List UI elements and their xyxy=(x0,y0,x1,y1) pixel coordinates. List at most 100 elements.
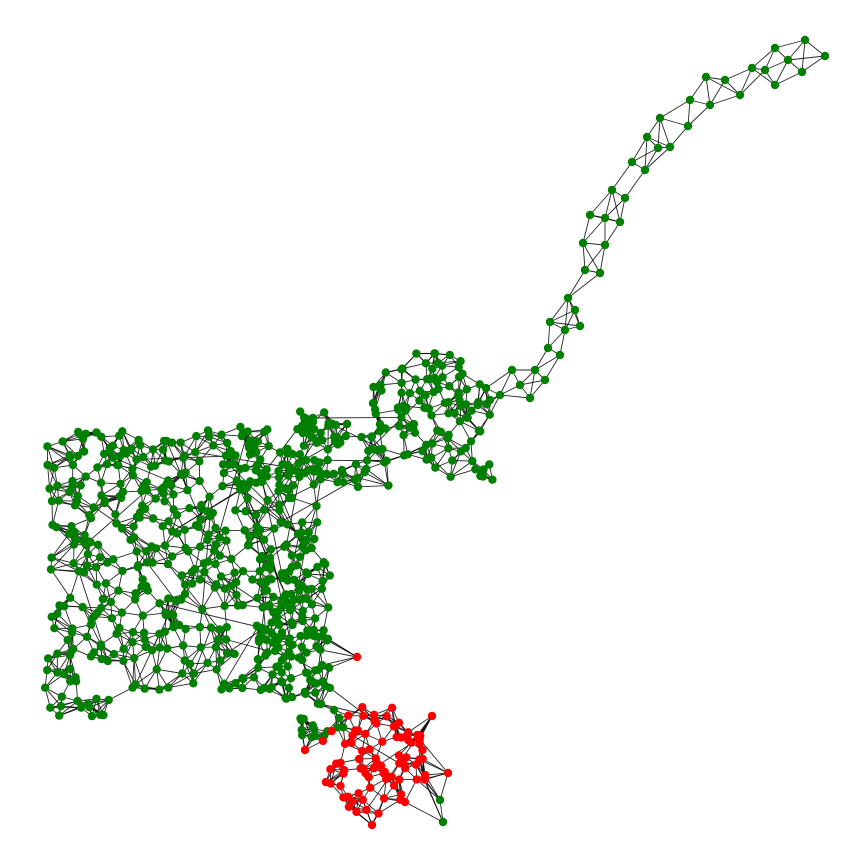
graph-node-green xyxy=(159,436,169,446)
graph-node-green xyxy=(335,713,344,723)
graph-node-green xyxy=(422,440,431,449)
graph-edge xyxy=(774,59,789,86)
graph-node-green xyxy=(642,132,652,142)
graph-node-green xyxy=(169,505,178,514)
graph-node-green xyxy=(191,448,200,457)
graph-node-green xyxy=(225,684,234,693)
graph-node-green xyxy=(770,80,780,90)
graph-node-green xyxy=(155,685,164,694)
graph-node-green xyxy=(151,544,161,553)
graph-node-green xyxy=(277,656,287,665)
graph-node-green xyxy=(118,566,127,576)
graph-node-green xyxy=(241,463,250,473)
graph-node-green xyxy=(256,455,265,464)
graph-node-green xyxy=(212,665,221,674)
graph-node-green xyxy=(222,623,231,632)
graph-node-green xyxy=(54,496,63,505)
graph-edge xyxy=(168,673,195,688)
graph-node-green xyxy=(319,626,328,635)
graph-edge xyxy=(687,104,711,127)
graph-node-green xyxy=(178,641,188,650)
graph-edge xyxy=(709,94,741,106)
graph-node-red xyxy=(336,781,345,791)
graph-node-green xyxy=(229,459,239,469)
graph-node-green xyxy=(92,580,102,589)
graph-edge xyxy=(159,673,183,690)
graph-node-green xyxy=(89,648,99,657)
graph-node-green xyxy=(112,629,121,638)
graph-node-green xyxy=(405,389,415,398)
graph-edge xyxy=(631,136,648,163)
graph-node-green xyxy=(298,518,307,527)
graph-node-green xyxy=(216,656,225,665)
graph-node-green xyxy=(570,305,580,315)
graph-node-green xyxy=(63,635,72,645)
graph-node-green xyxy=(40,683,50,692)
graph-node-green xyxy=(376,380,385,390)
graph-node-green xyxy=(135,513,144,522)
graph-edge xyxy=(485,369,513,389)
graph-node-green xyxy=(274,473,284,482)
graph-node-green xyxy=(81,429,91,438)
graph-node-green xyxy=(102,459,112,469)
graph-edge xyxy=(705,76,711,106)
graph-node-green xyxy=(454,388,463,397)
graph-edge xyxy=(611,189,621,223)
graph-node-green xyxy=(324,418,333,428)
graph-node-red xyxy=(374,809,383,818)
graph-node-green xyxy=(267,618,276,627)
graph-node-green xyxy=(298,606,307,616)
graph-node-green xyxy=(458,369,467,378)
graph-edge xyxy=(450,451,462,477)
graph-node-red xyxy=(392,732,401,742)
graph-edge xyxy=(687,99,691,127)
graph-node-green xyxy=(430,349,439,358)
graph-node-green xyxy=(227,581,236,591)
graph-edge xyxy=(51,533,70,558)
graph-node-red xyxy=(358,703,367,712)
graph-node-green xyxy=(409,424,418,433)
graph-node-green xyxy=(231,451,240,460)
graph-node-green xyxy=(261,651,270,660)
graph-node-green xyxy=(701,72,711,82)
graph-node-green xyxy=(313,518,322,527)
graph-node-green xyxy=(252,522,261,531)
graph-node-red xyxy=(344,711,353,720)
graph-edge xyxy=(321,656,358,666)
graph-edge xyxy=(787,39,806,61)
graph-node-green xyxy=(132,547,141,556)
graph-node-green xyxy=(300,468,309,478)
graph-node-green xyxy=(46,565,56,574)
graph-node-green xyxy=(435,795,445,805)
graph-node-green xyxy=(58,437,67,446)
graph-edge xyxy=(544,354,561,381)
graph-node-red xyxy=(318,736,328,746)
graph-node-green xyxy=(284,683,294,693)
graph-node-green xyxy=(318,576,327,586)
graph-node-red xyxy=(353,726,363,735)
graph-node-green xyxy=(302,568,311,577)
graph-node-green xyxy=(204,432,214,441)
graph-node-green xyxy=(73,451,83,461)
graph-node-green xyxy=(203,426,213,435)
graph-edge xyxy=(357,485,389,488)
graph-node-green xyxy=(81,472,90,481)
graph-node-green xyxy=(246,477,255,486)
graph-node-green xyxy=(415,386,424,395)
graph-node-green xyxy=(275,480,284,489)
graph-edge xyxy=(133,657,146,689)
graph-node-green xyxy=(155,599,164,608)
graph-edge xyxy=(450,468,476,478)
graph-node-red xyxy=(339,769,348,778)
graph-node-green xyxy=(563,293,573,303)
graph-node-green xyxy=(272,662,281,671)
graph-node-green xyxy=(309,631,318,640)
graph-node-green xyxy=(530,365,540,375)
graph-node-green xyxy=(243,427,252,436)
graph-node-green xyxy=(96,640,106,649)
graph-node-red xyxy=(412,775,421,784)
graph-node-green xyxy=(294,586,304,595)
graph-node-green xyxy=(78,602,87,612)
graph-node-green xyxy=(101,579,111,588)
graph-node-green xyxy=(223,438,232,448)
